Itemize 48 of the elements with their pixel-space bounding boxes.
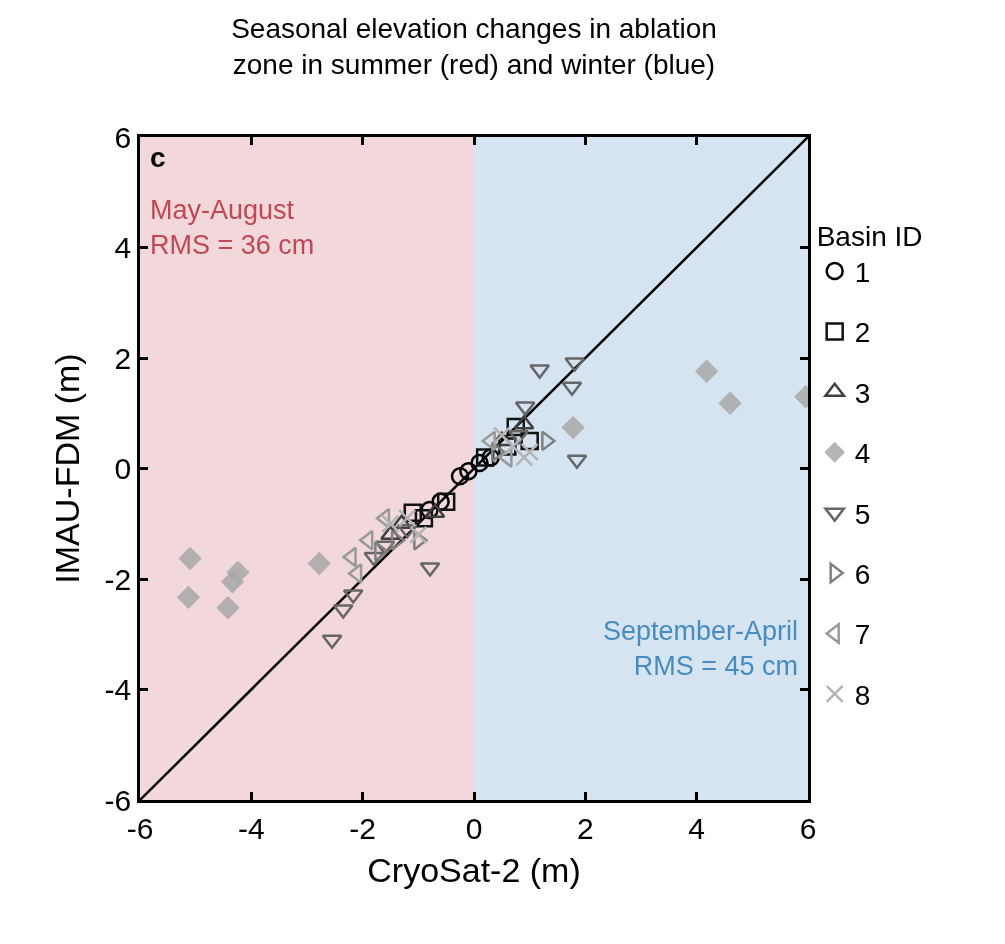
y-tick-label: 0 bbox=[114, 452, 132, 485]
legend-title: Basin ID bbox=[816, 221, 923, 253]
legend-label: 1 bbox=[854, 256, 871, 288]
x-tick-label: 0 bbox=[465, 811, 483, 845]
band-label: September-April RMS = 45 cm bbox=[603, 616, 799, 682]
y-axis-title: IMAU-FDM (m) bbox=[48, 353, 87, 584]
point bbox=[178, 546, 202, 571]
point bbox=[220, 570, 245, 594]
y-tick-label: 6 bbox=[114, 120, 132, 154]
point bbox=[694, 359, 719, 383]
point bbox=[503, 437, 523, 456]
point bbox=[176, 585, 201, 609]
x-tick-label: 6 bbox=[799, 811, 817, 845]
legend-label: 4 bbox=[854, 438, 871, 470]
legend-label: 2 bbox=[854, 317, 871, 349]
legend-label: 6 bbox=[854, 558, 871, 590]
point bbox=[307, 551, 331, 576]
legend-label: 3 bbox=[854, 377, 871, 409]
x-tick-label: -4 bbox=[237, 811, 265, 845]
chart-title: Seasonal elevation changes in ablation zone in summer (red) and winter (blue) bbox=[231, 12, 717, 81]
point bbox=[520, 442, 539, 462]
point bbox=[492, 426, 512, 445]
x-axis-title: CryoSat-2 (m) bbox=[367, 851, 581, 890]
x-tick-label: 2 bbox=[576, 811, 594, 845]
point bbox=[409, 525, 428, 545]
point bbox=[358, 529, 374, 551]
x-tick-label: -2 bbox=[349, 811, 377, 845]
point bbox=[514, 448, 534, 467]
y-tick-label: -4 bbox=[104, 673, 132, 706]
y-tick-label: -6 bbox=[104, 783, 132, 817]
y-tick-label: 2 bbox=[114, 341, 132, 375]
band-label: May-August RMS = 36 cm bbox=[150, 195, 315, 261]
point bbox=[216, 596, 240, 620]
point bbox=[381, 514, 400, 533]
legend-label: 8 bbox=[854, 679, 871, 711]
point bbox=[459, 462, 478, 481]
point bbox=[397, 508, 417, 528]
legend-label: 7 bbox=[854, 619, 871, 651]
point bbox=[436, 492, 456, 511]
y-tick-label: -2 bbox=[104, 562, 132, 596]
annotation: c bbox=[150, 142, 166, 173]
y-tick-label: 4 bbox=[114, 231, 132, 264]
point bbox=[561, 415, 585, 440]
point bbox=[347, 562, 363, 584]
x-tick-label: 4 bbox=[688, 811, 706, 845]
legend-label: 5 bbox=[854, 498, 871, 530]
point bbox=[718, 391, 742, 416]
point bbox=[450, 466, 470, 486]
